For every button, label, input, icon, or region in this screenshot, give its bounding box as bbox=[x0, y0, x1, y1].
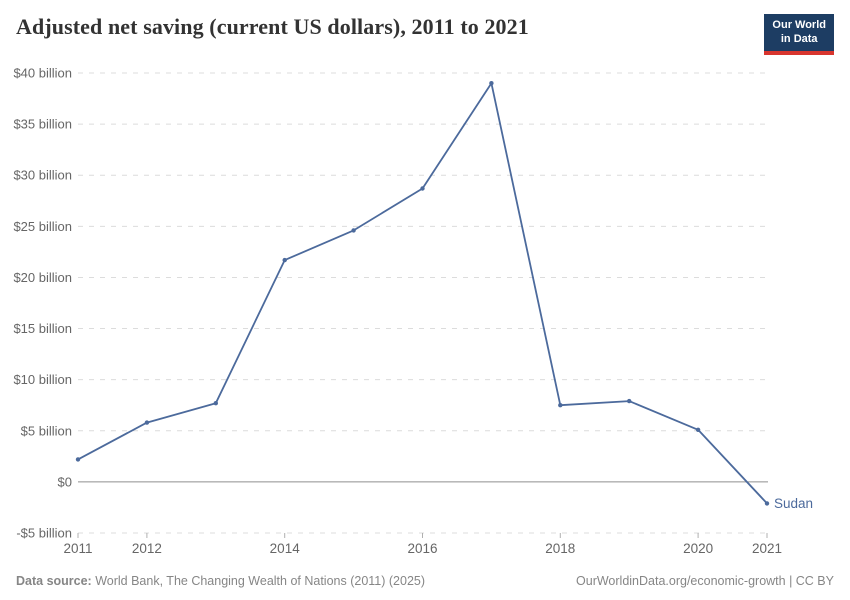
data-point-2016[interactable] bbox=[420, 186, 425, 191]
data-point-2014[interactable] bbox=[282, 257, 287, 263]
data-source-note: Data source: World Bank, The Changing We… bbox=[16, 574, 425, 588]
chart-header: Adjusted net saving (current US dollars)… bbox=[0, 0, 850, 55]
data-point-2020[interactable] bbox=[695, 427, 701, 432]
y-tick-label-30: $30 billion bbox=[13, 168, 72, 183]
data-point-2021[interactable] bbox=[764, 501, 770, 506]
data-point-2015[interactable] bbox=[351, 228, 356, 233]
owid-logo-line1: Our World bbox=[772, 19, 826, 31]
data-point-2019[interactable] bbox=[627, 398, 632, 404]
entity-label[interactable]: Sudan bbox=[774, 496, 813, 511]
y-tick-label-10: $10 billion bbox=[13, 372, 72, 387]
data-point-2018[interactable] bbox=[558, 403, 563, 408]
data-source-label: Data source: bbox=[16, 574, 92, 588]
data-source-text: World Bank, The Changing Wealth of Natio… bbox=[91, 574, 426, 588]
y-tick-label-20: $20 billion bbox=[13, 270, 72, 285]
x-tick-label-2012: 2012 bbox=[132, 541, 162, 556]
x-tick-label-2016: 2016 bbox=[407, 541, 437, 556]
chart-plot-area: $40 billion $35 billion $30 billion $25 bil… bbox=[0, 60, 850, 560]
chart-footer: Data source: World Bank, The Changing We… bbox=[16, 574, 834, 588]
series-line-sudan[interactable] bbox=[77, 82, 768, 505]
data-point-2011[interactable] bbox=[75, 457, 81, 462]
x-tick-label-2014: 2014 bbox=[270, 541, 301, 556]
line-chart[interactable]: $40 billion $35 billion $30 billion $25 bil… bbox=[0, 60, 850, 560]
data-point-2013[interactable] bbox=[213, 401, 218, 406]
owid-logo-line2: in Data bbox=[780, 32, 818, 45]
owid-link[interactable]: OurWorldinData.org/economic-growth | CC … bbox=[576, 574, 834, 588]
x-tick-label-2021: 2021 bbox=[752, 541, 782, 556]
y-tick-label-35: $35 billion bbox=[13, 117, 72, 132]
y-tick-label-15: $15 billion bbox=[13, 321, 72, 336]
x-tick-label-2018: 2018 bbox=[545, 541, 575, 556]
y-tick-label-0: $0 bbox=[58, 474, 72, 489]
y-tick-label-40: $40 billion bbox=[13, 66, 72, 81]
data-point-2012[interactable] bbox=[144, 420, 150, 425]
y-tick-label-5: $5 billion bbox=[21, 423, 72, 438]
y-tick-label-25: $25 billion bbox=[13, 219, 72, 234]
data-point-2017[interactable] bbox=[489, 81, 494, 86]
x-tick-label-2011: 2011 bbox=[63, 541, 92, 556]
y-tick-label--5: -$5 billion bbox=[16, 526, 72, 541]
page-title: Adjusted net saving (current US dollars)… bbox=[16, 14, 529, 39]
x-tick-label-2020: 2020 bbox=[683, 541, 713, 556]
owid-logo[interactable]: Our World in Data bbox=[764, 14, 834, 55]
